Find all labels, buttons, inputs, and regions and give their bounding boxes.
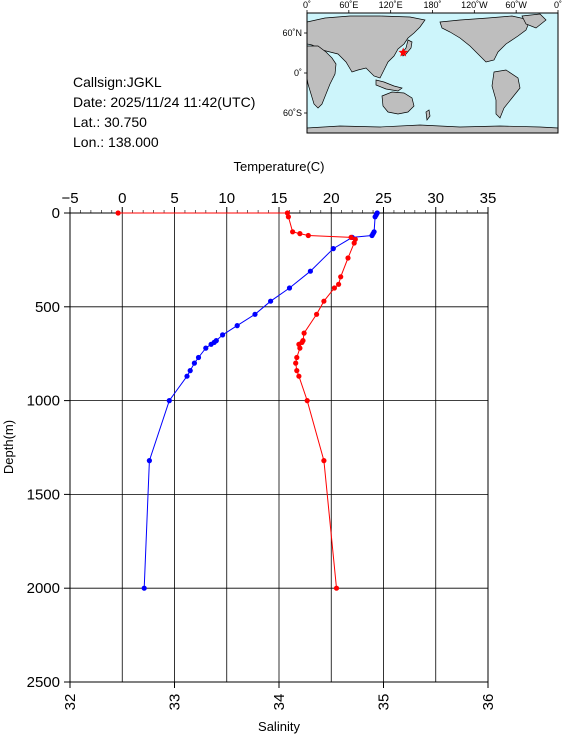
callsign-text: Callsign:JGKL [73, 74, 162, 90]
temperature-tick-label: 35 [480, 190, 497, 207]
temperature-tick-label: 15 [271, 190, 288, 207]
salinity-point [290, 229, 296, 235]
salinity-point [331, 285, 337, 291]
salinity-tick-label: 36 [480, 694, 497, 711]
salinity-point [297, 231, 303, 237]
longitude-text: Lon.: 138.000 [73, 134, 159, 150]
temperature-point [268, 298, 274, 304]
map-lon-label: 0˚ [554, 0, 562, 10]
map-lat-label: 60˚S [283, 108, 302, 118]
land-greenland [521, 13, 547, 29]
latitude-text: Lat.: 30.750 [73, 114, 147, 130]
map-lon-label: 120˚E [379, 0, 403, 10]
land-eurasia [306, 15, 426, 79]
salinity-point [296, 373, 302, 379]
depth-tick-label: 2500 [27, 674, 60, 691]
depth-tick-label: 1500 [27, 486, 60, 503]
temperature-point [330, 246, 336, 252]
temperature-point [307, 268, 313, 274]
temperature-tick-label: 10 [218, 190, 235, 207]
temperature-point [184, 373, 190, 379]
temperature-tick-label: 0 [118, 190, 126, 207]
salinity-point [321, 298, 327, 304]
salinity-point [338, 274, 344, 280]
salinity-point [348, 234, 354, 240]
salinity-point [305, 232, 311, 239]
salinity-tick-label: 34 [271, 694, 288, 711]
land-new-zealand [425, 109, 431, 121]
depth-tick-label: 500 [35, 299, 60, 316]
depth-tick-label: 0 [52, 205, 60, 222]
temperature-point [191, 360, 197, 366]
plot-series [115, 210, 380, 591]
temperature-point [369, 232, 375, 239]
map-lat-label: 0˚ [294, 68, 302, 78]
location-map: 0˚ 60˚E 120˚E 180˚ 120˚W 60˚W 0˚ 60˚N 0˚ 60˚S [282, 0, 562, 134]
salinity-point [293, 360, 299, 366]
land-australia [381, 91, 415, 115]
salinity-axis-label: Salinity [258, 719, 300, 734]
map-lon-label: 0˚ [303, 0, 311, 10]
temperature-tick-label: −5 [61, 190, 78, 207]
cast-info: Callsign:JGKL Date: 2025/11/24 11:42(UTC… [73, 72, 255, 152]
salinity-point [297, 345, 303, 351]
map-lon-label: 120˚W [461, 0, 488, 10]
plot-grid [69, 212, 489, 683]
salinity-tick-label: 33 [167, 694, 184, 711]
salinity-tick-label: 35 [376, 694, 393, 711]
station-marker [398, 47, 408, 57]
salinity-point [336, 281, 342, 287]
map-lon-label: 60˚E [339, 0, 358, 10]
salinity-point [351, 240, 357, 246]
temperature-tick-label: 25 [375, 190, 392, 207]
depth-tick-label: 2000 [27, 580, 60, 597]
map-lat-label: 60˚N [282, 28, 302, 38]
depth-tick-label: 1000 [27, 393, 60, 410]
salinity-point [345, 255, 351, 261]
temperature-point [187, 368, 193, 374]
temperature-point [203, 345, 209, 351]
temperature-point [286, 285, 293, 291]
salinity-point [304, 398, 310, 404]
temperature-axis-label: Temperature(C) [233, 159, 324, 174]
temperature-point [146, 458, 152, 464]
temperature-point [208, 341, 214, 347]
salinity-point [285, 214, 291, 220]
salinity-tick-label: 32 [62, 694, 79, 711]
land-south-america [491, 69, 521, 119]
temperature-point [234, 323, 240, 329]
land-north-america [439, 15, 531, 63]
salinity-point [301, 330, 307, 336]
map-lon-label: 60˚W [505, 0, 527, 10]
temperature-point [166, 398, 172, 404]
temperature-tick-label: 20 [323, 190, 340, 207]
temperature-point [195, 354, 202, 361]
land-antarctica [306, 124, 559, 134]
salinity-point [314, 311, 320, 317]
temperature-tick-label: 5 [170, 190, 178, 207]
land-indonesia [375, 79, 403, 92]
date-text: Date: 2025/11/24 11:42(UTC) [73, 94, 256, 110]
temperature-tick-label: 30 [427, 190, 444, 207]
map-lon-label: 180˚ [423, 0, 441, 10]
temperature-point [252, 311, 258, 317]
temperature-point [372, 214, 378, 220]
salinity-point [333, 585, 340, 591]
salinity-point [321, 458, 327, 464]
depth-axis-label: Depth(m) [1, 420, 16, 474]
land-africa [306, 45, 337, 109]
salinity-point [294, 368, 300, 374]
salinity-point [294, 354, 300, 361]
salinity-point [115, 210, 121, 216]
map-land [306, 13, 559, 134]
map-ticks: 0˚ 60˚E 120˚E 180˚ 120˚W 60˚W 0˚ 60˚N 0˚ 60˚S [282, 0, 562, 118]
temperature-point [220, 332, 226, 338]
temperature-point [141, 585, 147, 591]
